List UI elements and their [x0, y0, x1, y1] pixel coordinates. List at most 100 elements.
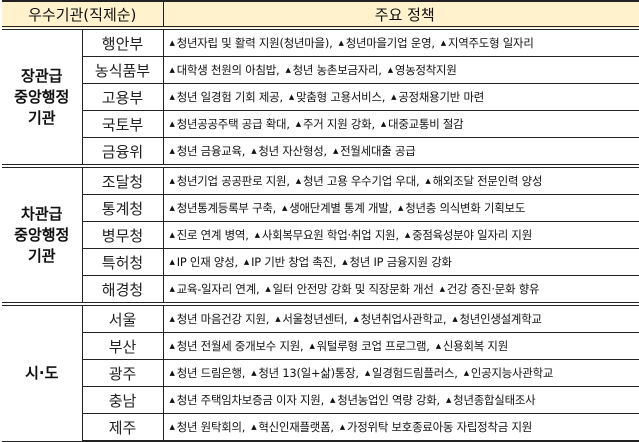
agency-cell: 고용부: [81, 83, 164, 111]
policy-text: 공정채용기반 마련: [398, 90, 484, 104]
agency-cell: 국토부: [81, 110, 164, 138]
policy-item: ▲ 서울청년센터,: [275, 312, 347, 326]
policy-text: IP 기반 창업 촉진,: [251, 255, 337, 269]
policy-cell: ▲ 청년자립 및 활력 지원(청년마을), ▲ 청년마을기업 운영, ▲ 지역주도형 일자…: [162, 27, 639, 57]
policy-text: 청년종합실태조사: [453, 393, 536, 407]
policy-text: 대중교통비 절감: [388, 117, 464, 131]
policy-item: ▲ IP 기반 창업 촉진,: [244, 255, 337, 269]
policy-text: 건강 증진·문화 향유: [446, 282, 540, 296]
category-label: 기관: [27, 108, 56, 127]
agency-cell: 특허청: [81, 248, 164, 276]
policy-cell: ▲ 대학생 천원의 아침밥, ▲ 청년 농촌보금자리, ▲ 영농정착지원: [162, 56, 639, 84]
triangle-up-icon: ▲: [265, 285, 271, 293]
policy-text: 청년 원탁회의,: [176, 420, 246, 434]
policy-item: ▲ 청년 고용 우수기업 우대,: [296, 174, 420, 188]
policy-cell: ▲ 청년통계등록부 구축, ▲ 생애단계별 통계 개발, ▲ 청년층 의식변화 기획보도: [162, 194, 639, 222]
policy-text: 워털루형 코업 프로그램,: [316, 339, 430, 353]
policy-item: ▲ 가정위탁 보호종료아동 자립정착금 지원: [340, 420, 532, 434]
table-row: 시·도 서울 ▲ 청년 마음건강 지원, ▲ 서울청년센터, ▲ 청년취업사관학교, ▲ 청년인생…: [2, 302, 639, 442]
agency-cell: 제주: [81, 413, 164, 442]
policy-item: ▲ 청년 드림은행,: [170, 366, 246, 380]
policy-item: ▲ 주거 지원 강화,: [296, 117, 375, 131]
triangle-up-icon: ▲: [439, 285, 445, 293]
policy-text: 청년 마음건강 지원,: [176, 312, 270, 326]
triangle-up-icon: ▲: [295, 120, 301, 128]
triangle-up-icon: ▲: [169, 39, 175, 47]
policy-item: ▲ 진로 연계 병역,: [170, 228, 249, 242]
category-label: 중앙행정: [14, 225, 70, 244]
agency-cell: 농식품부: [81, 56, 164, 84]
policy-item: ▲ 청년 전월세 중개보수 지원,: [170, 339, 304, 353]
policy-text: 청년 자산형성,: [258, 144, 327, 158]
category-label: 장관급: [21, 66, 63, 85]
triangle-up-icon: ▲: [339, 423, 345, 431]
policy-item: ▲ 생애단계별 통계 개발,: [282, 201, 392, 215]
policy-cell: ▲ 청년 마음건강 지원, ▲ 서울청년센터, ▲ 청년취업사관학교, ▲ 청년인생설계학교: [162, 302, 639, 333]
agency-cell: 충남: [81, 386, 164, 414]
triangle-up-icon: ▲: [251, 423, 257, 431]
category-label: 중앙행정: [14, 87, 70, 106]
triangle-up-icon: ▲: [251, 369, 257, 377]
policy-cell: ▲ IP 인재 양성, ▲ IP 기반 창업 촉진, ▲ 청년 IP 금융지원 강화: [162, 248, 639, 276]
policy-item: ▲ 청년마을기업 운영,: [339, 36, 435, 50]
triangle-up-icon: ▲: [275, 315, 281, 323]
triangle-up-icon: ▲: [330, 396, 336, 404]
policy-item: ▲ 공정채용기반 마련: [391, 90, 484, 104]
triangle-up-icon: ▲: [452, 315, 458, 323]
policy-item: ▲ 중점육성분야 일자리 지원: [405, 228, 532, 242]
policy-item: ▲ 청년 마음건강 지원,: [170, 312, 270, 326]
triangle-up-icon: ▲: [440, 39, 446, 47]
triangle-up-icon: ▲: [288, 93, 295, 101]
agency-cell: 해경청: [81, 275, 164, 305]
policy-item: ▲ 청년 일경험 기회 제공,: [170, 90, 284, 104]
policy-item: ▲ 전월세대출 공급: [333, 144, 416, 158]
triangle-up-icon: ▲: [404, 231, 411, 239]
category-label: 기관: [27, 246, 56, 265]
table-row: 병무청 ▲ 진로 연계 병역, ▲ 사회복무요원 학업·취업 지원, ▲ 중점육성분야 일자…: [2, 221, 639, 249]
policy-text: 청년 드림은행,: [176, 366, 246, 380]
policy-text: 가정위탁 보호종료아동 자립정착금 지원: [346, 420, 532, 434]
policy-text: 주거 지원 강화,: [302, 117, 375, 131]
policy-item: ▲ 청년취업사관학교,: [353, 312, 446, 326]
category-cell: 시·도: [2, 302, 83, 442]
triangle-up-icon: ▲: [380, 120, 387, 128]
policy-text: 중점육성분야 일자리 지원: [412, 228, 532, 242]
triangle-up-icon: ▲: [285, 66, 291, 74]
policy-item: ▲ 건강 증진·문화 향유: [440, 282, 540, 296]
agency-cell: 행안부: [81, 27, 164, 57]
policy-item: ▲ 신용회복 지원: [436, 339, 508, 353]
policy-text: IP 인재 양성,: [176, 255, 238, 269]
table-row: 금융위 ▲ 청년 금융교육, ▲ 청년 자산형성, ▲ 전월세대출 공급: [2, 137, 639, 167]
agency-cell: 통계청: [81, 194, 164, 222]
policy-cell: ▲ 청년 금융교육, ▲ 청년 자산형성, ▲ 전월세대출 공급: [162, 137, 639, 167]
policy-item: ▲ 청년농업인 역량 강화,: [330, 393, 440, 407]
table-row: 통계청 ▲ 청년통계등록부 구축, ▲ 생애단계별 통계 개발, ▲ 청년층 의식변화 기획…: [2, 194, 639, 222]
policy-text: 청년통계등록부 구축,: [176, 201, 277, 215]
triangle-up-icon: ▲: [169, 369, 175, 377]
policy-text: 신용회복 지원: [442, 339, 508, 353]
agency-cell: 조달청: [81, 164, 164, 195]
triangle-up-icon: ▲: [332, 147, 339, 155]
triangle-up-icon: ▲: [445, 396, 452, 404]
policy-item: ▲ 청년 원탁회의,: [170, 420, 246, 434]
category-cell: 차관급 중앙행정 기관: [2, 164, 83, 305]
triangle-up-icon: ▲: [295, 177, 301, 185]
policy-cell: ▲ 청년 원탁회의, ▲ 혁신인재플랫폼, ▲ 가정위탁 보호종료아동 자립정착금 지원: [162, 413, 639, 442]
agency-cell: 광주: [81, 359, 164, 387]
policy-cell: ▲ 청년공공주택 공급 확대, ▲ 주거 지원 강화, ▲ 대중교통비 절감: [162, 110, 639, 138]
policy-text: 청년인생설계학교: [459, 312, 542, 326]
policy-text: 전월세대출 공급: [340, 144, 416, 158]
policy-item: ▲ 해외조달 전문인력 양성: [425, 174, 542, 188]
agency-cell: 금융위: [81, 137, 164, 167]
policy-item: ▲ 청년 농촌보금자리,: [285, 63, 381, 77]
policy-text: 맞춤형 고용서비스,: [296, 90, 386, 104]
table-row: 부산 ▲ 청년 전월세 중개보수 지원, ▲ 워털루형 코업 프로그램, ▲ 신용회복 지원: [2, 332, 639, 360]
policy-text: 청년 주택임차보증금 이자 지원,: [176, 393, 325, 407]
table-row: 국토부 ▲ 청년공공주택 공급 확대, ▲ 주거 지원 강화, ▲ 대중교통비 절감: [2, 110, 639, 138]
agency-cell: 서울: [81, 302, 164, 333]
table-row: 장관급 중앙행정 기관 행안부 ▲ 청년자립 및 활력 지원(청년마을), ▲ 청년마을기업 …: [2, 27, 639, 167]
header-policy: 주요 정책: [162, 0, 639, 30]
policy-cell: ▲ 청년기업 공공판로 지원, ▲ 청년 고용 우수기업 우대, ▲ 해외조달 전문인력 …: [162, 164, 639, 195]
policy-item: ▲ 청년층 의식변화 기획보도: [398, 201, 525, 215]
